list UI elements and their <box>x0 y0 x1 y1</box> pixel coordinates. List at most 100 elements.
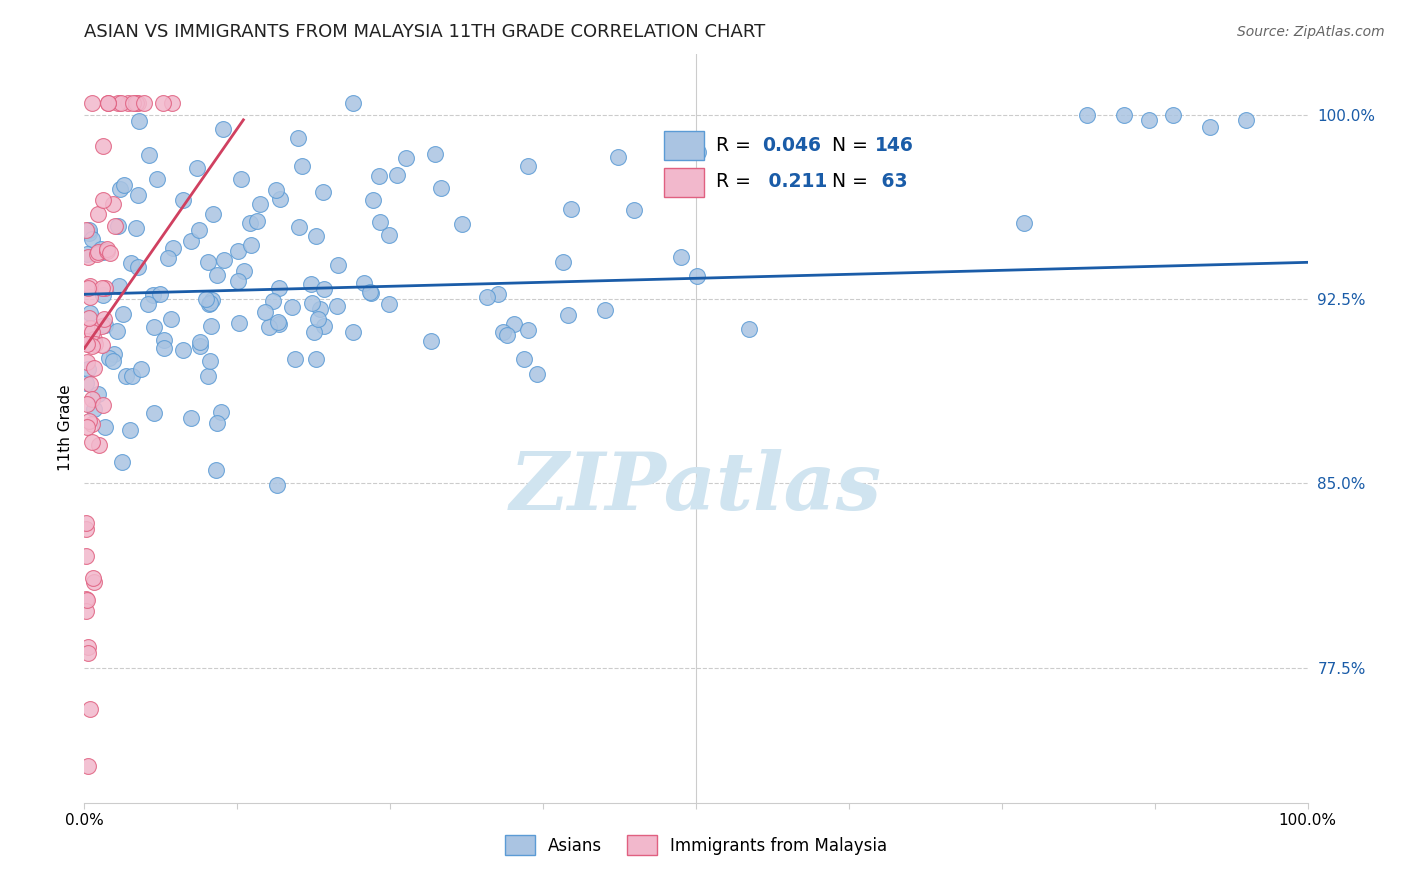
Point <box>198 296 221 310</box>
Point <box>82 232 104 246</box>
Point <box>195 292 218 306</box>
Point <box>486 287 509 301</box>
Point <box>186 161 208 175</box>
Point <box>606 150 628 164</box>
Point <box>152 95 174 110</box>
Point <box>79 321 101 335</box>
Point <box>162 241 184 255</box>
Point <box>75 376 97 390</box>
Point <box>246 213 269 227</box>
Point <box>368 214 391 228</box>
Text: 63: 63 <box>875 172 907 192</box>
Point <box>198 353 221 368</box>
Point <box>80 417 103 431</box>
Point <box>94 281 117 295</box>
Point <box>77 281 100 295</box>
Point <box>197 254 219 268</box>
Point <box>342 95 364 110</box>
Point <box>361 193 384 207</box>
Point <box>387 168 409 182</box>
Text: Source: ZipAtlas.com: Source: ZipAtlas.com <box>1237 25 1385 39</box>
Point <box>239 216 262 230</box>
Point <box>1198 120 1220 135</box>
Point <box>83 361 105 376</box>
Point <box>662 136 685 151</box>
Point <box>93 312 115 326</box>
Point <box>188 223 211 237</box>
Point <box>76 593 98 607</box>
Point <box>425 147 447 161</box>
Point <box>125 220 148 235</box>
Point <box>475 290 498 304</box>
Point <box>254 305 277 319</box>
Point <box>368 169 391 184</box>
Point <box>86 247 108 261</box>
Point <box>79 306 101 320</box>
Point <box>492 325 515 339</box>
Point <box>342 325 364 339</box>
Point <box>394 151 416 165</box>
Point <box>103 346 125 360</box>
Point <box>83 574 105 589</box>
Point <box>257 320 280 334</box>
Point <box>267 318 290 332</box>
Point <box>107 279 129 293</box>
Point <box>516 159 538 173</box>
Point <box>76 397 98 411</box>
Point <box>138 296 160 310</box>
Point <box>308 312 330 326</box>
Point <box>96 244 118 258</box>
Point <box>76 246 98 260</box>
Point <box>75 222 97 236</box>
Point <box>429 181 451 195</box>
Point <box>314 283 336 297</box>
Point <box>517 323 540 337</box>
Point <box>112 178 135 193</box>
Point <box>266 477 288 491</box>
Point <box>228 317 250 331</box>
Point <box>75 549 97 563</box>
Point <box>98 351 121 366</box>
Point <box>129 362 152 376</box>
Point <box>79 226 101 240</box>
Point <box>312 185 335 199</box>
Bar <box>665 169 704 197</box>
Point <box>91 319 114 334</box>
Point <box>188 334 211 349</box>
Point <box>77 414 100 428</box>
Point <box>77 362 100 376</box>
Point <box>557 308 579 322</box>
Point <box>75 592 97 607</box>
Point <box>142 288 165 302</box>
Point <box>77 759 100 773</box>
Point <box>87 386 110 401</box>
Point <box>121 95 143 110</box>
Point <box>239 237 262 252</box>
Point <box>305 228 328 243</box>
Point <box>226 274 249 288</box>
Point <box>79 376 101 391</box>
Point <box>229 172 252 186</box>
Point <box>269 192 291 206</box>
Point <box>502 317 524 331</box>
Point <box>84 337 107 351</box>
Point <box>267 315 290 329</box>
Point <box>686 269 709 284</box>
Point <box>77 223 100 237</box>
Point <box>450 217 472 231</box>
Point <box>110 181 132 195</box>
Bar <box>665 131 704 160</box>
Point <box>153 334 176 348</box>
Point <box>1114 108 1136 122</box>
Point <box>172 193 194 207</box>
Point <box>212 252 235 267</box>
Point <box>77 311 100 326</box>
Point <box>75 516 97 530</box>
Point <box>513 352 536 367</box>
Point <box>80 339 103 353</box>
Point <box>82 95 104 110</box>
Point <box>110 95 132 110</box>
Point <box>326 300 349 314</box>
Point <box>288 219 311 234</box>
Point <box>291 159 314 173</box>
